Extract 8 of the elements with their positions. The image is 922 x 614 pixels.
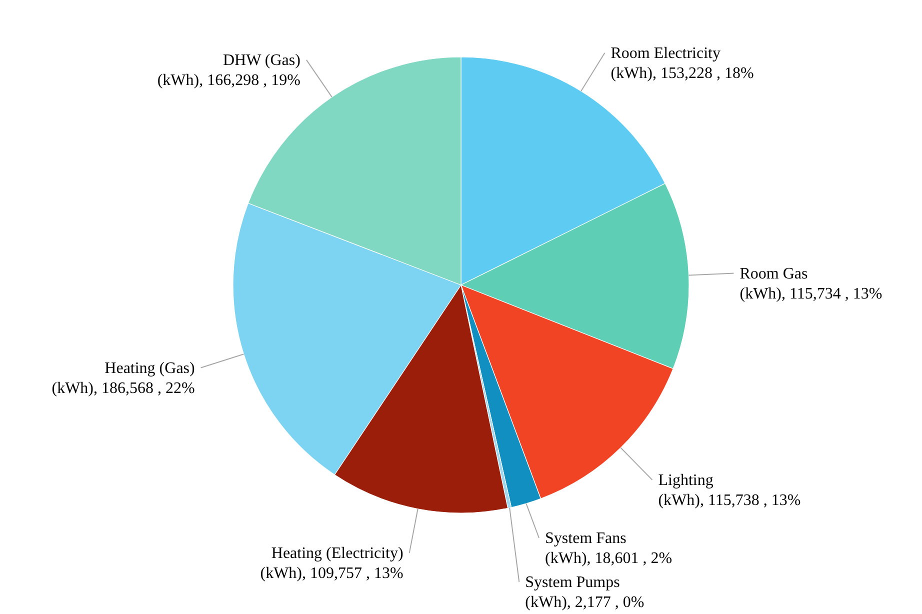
slice-label: Room Electricity (kWh), 153,228 , 18% [610,44,754,82]
slice-label: DHW (Gas) (kWh), 166,298 , 19% [157,52,300,89]
slice-label: System Pumps (kWh), 2,177 , 0% [525,574,644,611]
slice-label: Heating (Electricity) (kWh), 109,757 , 13% [260,545,404,582]
slice-label: System Fans (kWh), 18,601 , 2% [545,530,672,567]
slice-label: Lighting (kWh), 115,738 , 13% [658,472,801,509]
slice-label: Room Gas (kWh), 115,734 , 13% [740,265,882,302]
slice-label: Heating (Gas) (kWh), 186,568 , 22% [52,360,195,397]
